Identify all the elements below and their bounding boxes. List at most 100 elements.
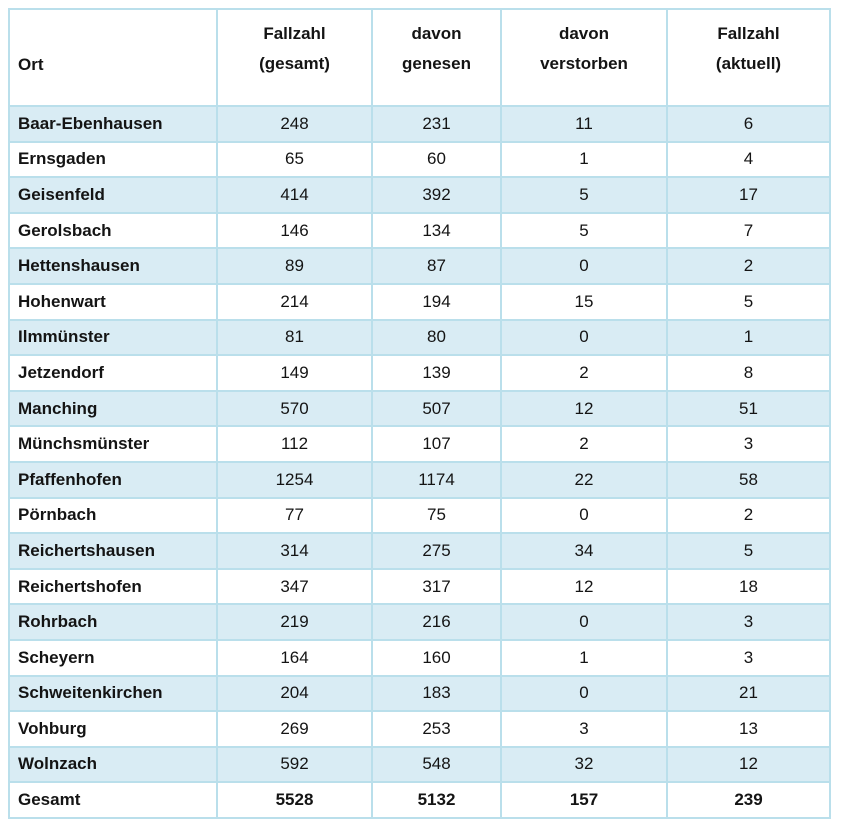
cell-fallzahl-aktuell: 2 bbox=[666, 496, 831, 535]
cell-davon-verstorben: 2 bbox=[500, 354, 668, 392]
table-row: Scheyern 164 160 1 3 bbox=[8, 638, 831, 677]
cell-davon-genesen: 216 bbox=[371, 603, 502, 641]
table-row: Manching 570 507 12 51 bbox=[8, 389, 831, 428]
table-body: Baar-Ebenhausen 248 231 11 6 Ernsgaden 65 60 1 4 G… bbox=[8, 105, 831, 819]
cell-davon-verstorben: 15 bbox=[500, 282, 668, 321]
column-header-davon-genesen: davon genesen bbox=[371, 8, 502, 107]
table-row: Vohburg 269 253 3 13 bbox=[8, 710, 831, 748]
row-label-ort: Pörnbach bbox=[8, 496, 218, 535]
cell-fallzahl-aktuell: 13 bbox=[666, 710, 831, 748]
column-header-line2: verstorben bbox=[540, 54, 628, 73]
column-header-line1: Fallzahl bbox=[263, 24, 326, 43]
row-label-ort: Wolnzach bbox=[8, 745, 218, 784]
cell-davon-verstorben: 157 bbox=[500, 781, 668, 819]
cell-davon-verstorben: 5 bbox=[500, 176, 668, 214]
table-row: Rohrbach 219 216 0 3 bbox=[8, 603, 831, 641]
row-label-ort: Geisenfeld bbox=[8, 176, 218, 214]
table-row: Ernsgaden 65 60 1 4 bbox=[8, 140, 831, 179]
cell-davon-genesen: 231 bbox=[371, 105, 502, 143]
cell-davon-verstorben: 0 bbox=[500, 496, 668, 535]
table-row: Münchsmünster 112 107 2 3 bbox=[8, 425, 831, 463]
cell-fallzahl-gesamt: 77 bbox=[216, 496, 373, 535]
cell-davon-verstorben: 0 bbox=[500, 247, 668, 285]
table-header: Ort Fallzahl (gesamt) davon genesen davon vers… bbox=[8, 8, 831, 107]
cell-fallzahl-aktuell: 1 bbox=[666, 318, 831, 357]
cell-davon-verstorben: 0 bbox=[500, 318, 668, 357]
row-label-ort: Vohburg bbox=[8, 710, 218, 748]
row-label-ort: Hohenwart bbox=[8, 282, 218, 321]
cell-davon-genesen: 87 bbox=[371, 247, 502, 285]
cell-fallzahl-aktuell: 7 bbox=[666, 211, 831, 250]
cell-davon-genesen: 392 bbox=[371, 176, 502, 214]
cell-davon-genesen: 507 bbox=[371, 389, 502, 428]
row-label-ort: Schweitenkirchen bbox=[8, 674, 218, 713]
cell-fallzahl-aktuell: 12 bbox=[666, 745, 831, 784]
cell-davon-verstorben: 5 bbox=[500, 211, 668, 250]
cell-fallzahl-gesamt: 164 bbox=[216, 638, 373, 677]
cell-davon-verstorben: 2 bbox=[500, 425, 668, 463]
cell-fallzahl-aktuell: 3 bbox=[666, 603, 831, 641]
cell-davon-verstorben: 11 bbox=[500, 105, 668, 143]
cell-davon-genesen: 160 bbox=[371, 638, 502, 677]
table-row: Hohenwart 214 194 15 5 bbox=[8, 282, 831, 321]
cell-fallzahl-aktuell: 3 bbox=[666, 638, 831, 677]
cell-fallzahl-gesamt: 149 bbox=[216, 354, 373, 392]
cell-fallzahl-gesamt: 112 bbox=[216, 425, 373, 463]
row-label-ort: Münchsmünster bbox=[8, 425, 218, 463]
row-label-ort: Jetzendorf bbox=[8, 354, 218, 392]
total-row: Gesamt 5528 5132 157 239 bbox=[8, 781, 831, 819]
table-row: Schweitenkirchen 204 183 0 21 bbox=[8, 674, 831, 713]
row-label-ort: Rohrbach bbox=[8, 603, 218, 641]
cell-davon-genesen: 194 bbox=[371, 282, 502, 321]
table-row: Ilmmünster 81 80 0 1 bbox=[8, 318, 831, 357]
table-row: Jetzendorf 149 139 2 8 bbox=[8, 354, 831, 392]
cell-fallzahl-aktuell: 51 bbox=[666, 389, 831, 428]
row-label-ort: Manching bbox=[8, 389, 218, 428]
column-header-line2: (gesamt) bbox=[259, 54, 330, 73]
row-label-ort: Pfaffenhofen bbox=[8, 460, 218, 499]
table-row: Baar-Ebenhausen 248 231 11 6 bbox=[8, 105, 831, 143]
cell-davon-genesen: 134 bbox=[371, 211, 502, 250]
cell-fallzahl-aktuell: 8 bbox=[666, 354, 831, 392]
cell-fallzahl-aktuell: 5 bbox=[666, 532, 831, 570]
row-label-ort: Scheyern bbox=[8, 638, 218, 677]
cell-fallzahl-aktuell: 17 bbox=[666, 176, 831, 214]
cell-davon-genesen: 80 bbox=[371, 318, 502, 357]
cell-davon-genesen: 275 bbox=[371, 532, 502, 570]
cell-davon-verstorben: 32 bbox=[500, 745, 668, 784]
cell-fallzahl-gesamt: 5528 bbox=[216, 781, 373, 819]
cell-fallzahl-gesamt: 146 bbox=[216, 211, 373, 250]
cell-davon-genesen: 317 bbox=[371, 567, 502, 606]
cell-fallzahl-aktuell: 4 bbox=[666, 140, 831, 179]
table-row: Hettenshausen 89 87 0 2 bbox=[8, 247, 831, 285]
cell-fallzahl-gesamt: 414 bbox=[216, 176, 373, 214]
row-label-ort: Gerolsbach bbox=[8, 211, 218, 250]
cell-fallzahl-gesamt: 314 bbox=[216, 532, 373, 570]
cell-fallzahl-gesamt: 204 bbox=[216, 674, 373, 713]
cell-fallzahl-gesamt: 81 bbox=[216, 318, 373, 357]
cell-fallzahl-gesamt: 592 bbox=[216, 745, 373, 784]
cell-davon-genesen: 1174 bbox=[371, 460, 502, 499]
table-row: Pfaffenhofen 1254 1174 22 58 bbox=[8, 460, 831, 499]
total-label: Gesamt bbox=[8, 781, 218, 819]
row-label-ort: Hettenshausen bbox=[8, 247, 218, 285]
column-header-fallzahl-aktuell: Fallzahl (aktuell) bbox=[666, 8, 831, 107]
cell-fallzahl-aktuell: 5 bbox=[666, 282, 831, 321]
column-header-line1: davon bbox=[411, 24, 462, 43]
cell-fallzahl-aktuell: 2 bbox=[666, 247, 831, 285]
cell-fallzahl-gesamt: 219 bbox=[216, 603, 373, 641]
cell-fallzahl-aktuell: 3 bbox=[666, 425, 831, 463]
cell-fallzahl-aktuell: 21 bbox=[666, 674, 831, 713]
cell-davon-genesen: 183 bbox=[371, 674, 502, 713]
table-row: Pörnbach 77 75 0 2 bbox=[8, 496, 831, 535]
cell-fallzahl-aktuell: 58 bbox=[666, 460, 831, 499]
row-label-ort: Ilmmünster bbox=[8, 318, 218, 357]
column-header-line2: (aktuell) bbox=[715, 54, 782, 73]
column-header-ort: Ort bbox=[8, 8, 218, 107]
table-row: Reichertshausen 314 275 34 5 bbox=[8, 532, 831, 570]
row-label-ort: Reichertshausen bbox=[8, 532, 218, 570]
header-row: Ort Fallzahl (gesamt) davon genesen davon vers… bbox=[8, 8, 831, 107]
cell-fallzahl-gesamt: 269 bbox=[216, 710, 373, 748]
column-header-line1: davon bbox=[558, 24, 610, 43]
